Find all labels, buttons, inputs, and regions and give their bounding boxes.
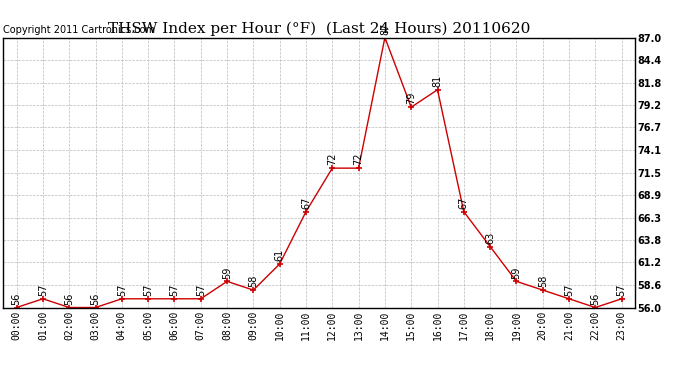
Text: 67: 67 <box>459 196 469 209</box>
Text: 57: 57 <box>117 284 127 296</box>
Text: 56: 56 <box>64 292 75 305</box>
Text: 59: 59 <box>222 266 232 279</box>
Text: 67: 67 <box>301 196 311 209</box>
Text: 56: 56 <box>12 292 21 305</box>
Text: 57: 57 <box>564 284 574 296</box>
Text: 57: 57 <box>38 284 48 296</box>
Text: 79: 79 <box>406 92 416 104</box>
Text: Copyright 2011 Cartronics.com: Copyright 2011 Cartronics.com <box>3 25 155 35</box>
Text: 57: 57 <box>617 284 627 296</box>
Title: THSW Index per Hour (°F)  (Last 24 Hours) 20110620: THSW Index per Hour (°F) (Last 24 Hours)… <box>108 22 531 36</box>
Text: 59: 59 <box>511 266 522 279</box>
Text: 56: 56 <box>90 292 101 305</box>
Text: 58: 58 <box>538 275 548 287</box>
Text: 81: 81 <box>433 75 442 87</box>
Text: 57: 57 <box>196 284 206 296</box>
Text: 56: 56 <box>591 292 600 305</box>
Text: 72: 72 <box>327 153 337 165</box>
Text: 57: 57 <box>170 284 179 296</box>
Text: 63: 63 <box>485 231 495 244</box>
Text: 58: 58 <box>248 275 258 287</box>
Text: 57: 57 <box>143 284 153 296</box>
Text: 87: 87 <box>380 22 390 35</box>
Text: 61: 61 <box>275 249 285 261</box>
Text: 72: 72 <box>353 153 364 165</box>
